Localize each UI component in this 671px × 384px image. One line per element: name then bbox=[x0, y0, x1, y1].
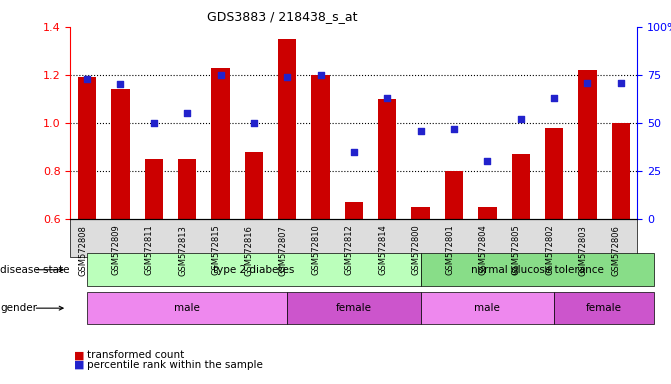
Text: GSM572807: GSM572807 bbox=[278, 225, 287, 275]
Bar bbox=[378, 99, 397, 219]
Text: GSM572815: GSM572815 bbox=[211, 225, 221, 275]
Text: GSM572808: GSM572808 bbox=[78, 225, 87, 275]
Point bbox=[515, 116, 526, 122]
Text: GSM572814: GSM572814 bbox=[378, 225, 387, 275]
Point bbox=[615, 79, 626, 86]
Point bbox=[482, 158, 493, 164]
Bar bbox=[545, 127, 563, 219]
Text: gender: gender bbox=[0, 303, 37, 313]
Point bbox=[549, 95, 560, 101]
Point bbox=[115, 81, 126, 88]
Text: GSM572803: GSM572803 bbox=[578, 225, 587, 275]
Point bbox=[315, 72, 326, 78]
Bar bbox=[78, 77, 97, 219]
Bar bbox=[578, 70, 597, 219]
Bar bbox=[145, 159, 163, 219]
Text: GSM572810: GSM572810 bbox=[311, 225, 321, 275]
Bar bbox=[211, 68, 229, 219]
Point bbox=[282, 74, 293, 80]
Bar bbox=[445, 171, 463, 219]
Text: female: female bbox=[336, 303, 372, 313]
Text: GSM572812: GSM572812 bbox=[345, 225, 354, 275]
Text: GSM572809: GSM572809 bbox=[111, 225, 121, 275]
Text: GSM572806: GSM572806 bbox=[612, 225, 621, 275]
Text: male: male bbox=[174, 303, 200, 313]
Point bbox=[215, 72, 226, 78]
Text: percentile rank within the sample: percentile rank within the sample bbox=[87, 360, 263, 370]
Text: GDS3883 / 218438_s_at: GDS3883 / 218438_s_at bbox=[207, 10, 357, 23]
Text: GSM572813: GSM572813 bbox=[178, 225, 187, 275]
Point bbox=[348, 149, 359, 155]
Text: GSM572804: GSM572804 bbox=[478, 225, 487, 275]
Bar bbox=[411, 207, 430, 219]
Text: GSM572802: GSM572802 bbox=[545, 225, 554, 275]
Point bbox=[382, 95, 393, 101]
Point bbox=[248, 120, 259, 126]
Point bbox=[82, 76, 93, 82]
Bar bbox=[511, 154, 530, 219]
Text: disease state: disease state bbox=[0, 265, 70, 275]
Text: female: female bbox=[586, 303, 622, 313]
Text: GSM572801: GSM572801 bbox=[445, 225, 454, 275]
Bar bbox=[278, 39, 297, 219]
Text: ■: ■ bbox=[74, 360, 85, 370]
Text: male: male bbox=[474, 303, 501, 313]
Text: GSM572805: GSM572805 bbox=[512, 225, 521, 275]
Bar bbox=[111, 89, 130, 219]
Bar bbox=[345, 202, 363, 219]
Bar bbox=[178, 159, 197, 219]
Bar bbox=[311, 75, 329, 219]
Text: ■: ■ bbox=[74, 350, 85, 360]
Point bbox=[582, 79, 592, 86]
Text: type 2 diabetes: type 2 diabetes bbox=[213, 265, 295, 275]
Text: transformed count: transformed count bbox=[87, 350, 185, 360]
Bar bbox=[478, 207, 497, 219]
Text: GSM572800: GSM572800 bbox=[411, 225, 421, 275]
Text: GSM572816: GSM572816 bbox=[245, 225, 254, 275]
Point bbox=[148, 120, 159, 126]
Point bbox=[415, 127, 426, 134]
Bar bbox=[611, 123, 630, 219]
Point bbox=[182, 110, 193, 116]
Point bbox=[449, 126, 460, 132]
Text: normal glucose tolerance: normal glucose tolerance bbox=[471, 265, 604, 275]
Bar bbox=[245, 152, 263, 219]
Text: GSM572811: GSM572811 bbox=[145, 225, 154, 275]
